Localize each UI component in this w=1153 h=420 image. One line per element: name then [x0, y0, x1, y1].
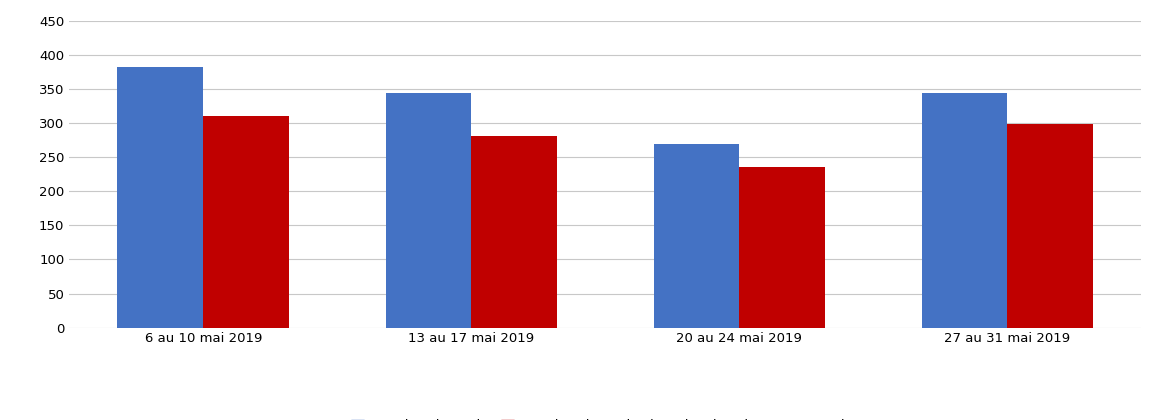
Legend: Nombre d'appels, Nombre d'appels répondus dans les 180 secondes: Nombre d'appels, Nombre d'appels répondu…: [345, 414, 866, 420]
Bar: [385, 93, 472, 328]
Bar: [1008, 124, 1093, 328]
Bar: [472, 136, 557, 328]
Bar: [118, 67, 203, 328]
Bar: [654, 144, 739, 328]
Bar: [739, 167, 826, 328]
Bar: [921, 93, 1008, 328]
Bar: [203, 116, 289, 328]
